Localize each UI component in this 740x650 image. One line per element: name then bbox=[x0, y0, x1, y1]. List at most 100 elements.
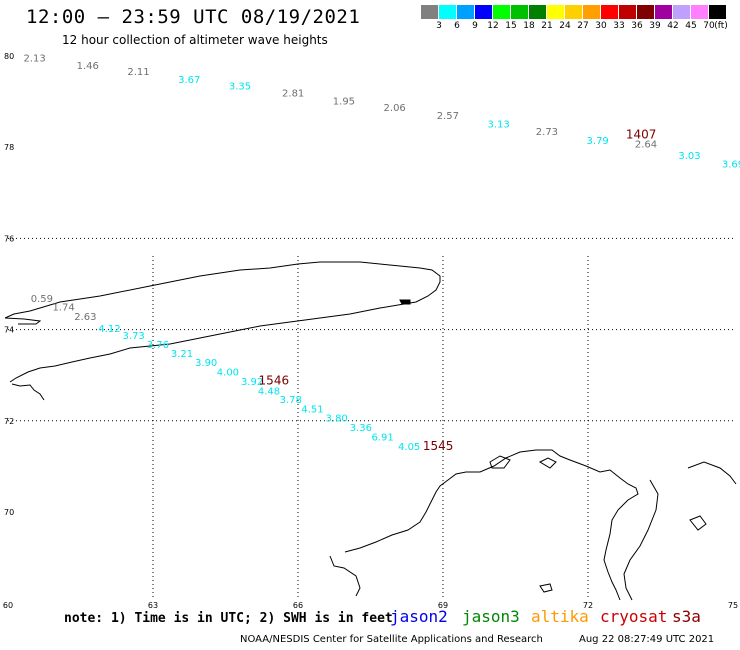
gydan-coast bbox=[687, 461, 737, 485]
scale-swatch bbox=[709, 5, 727, 19]
scale-swatch bbox=[673, 5, 691, 19]
wave-height-value: 3.35 bbox=[229, 81, 251, 92]
wave-height-value: 3.90 bbox=[195, 358, 217, 369]
wave-height-value: 2.11 bbox=[127, 67, 149, 78]
scale-label: 15 bbox=[505, 21, 517, 31]
wave-height-value: 2.57 bbox=[437, 111, 459, 122]
scale-swatch bbox=[601, 5, 619, 19]
scale-unit: (ft) bbox=[714, 21, 728, 31]
credit-text: NOAA/NESDIS Center for Satellite Applica… bbox=[240, 634, 543, 645]
wave-height-value: 3.73 bbox=[123, 331, 145, 342]
wave-height-value: 3.78 bbox=[280, 395, 302, 406]
scale-swatch bbox=[619, 5, 637, 19]
novaya-zemlya-inner-coast bbox=[4, 317, 42, 325]
novaya-zemlya-south-coast bbox=[11, 383, 45, 401]
scale-label: 6 bbox=[454, 21, 460, 31]
pass-time-label: 1546 bbox=[259, 373, 290, 387]
scale-swatch bbox=[493, 5, 511, 19]
wave-height-value: 0.59 bbox=[31, 294, 53, 305]
satellite-s3a: s3a bbox=[672, 607, 701, 626]
wave-height-value: 2.63 bbox=[74, 312, 96, 323]
island-2 bbox=[538, 457, 557, 469]
observation-layer: 2.13 1.46 2.11 3.67 3.35 2.81 1.95 2.06 2.57 3.13… bbox=[23, 53, 740, 453]
graticule bbox=[8, 237, 735, 600]
lon-label: 66 bbox=[293, 601, 303, 610]
novaya-zemlya-north-coast bbox=[4, 261, 441, 383]
wave-height-value: 3.21 bbox=[171, 349, 193, 360]
wave-height-value: 3.76 bbox=[147, 340, 169, 351]
scale-swatch bbox=[547, 5, 565, 19]
scale-swatch bbox=[529, 5, 547, 19]
scale-label: 9 bbox=[472, 21, 478, 31]
lat-label: 72 bbox=[4, 417, 14, 426]
satellite-jason3: jason3 bbox=[462, 607, 520, 626]
scale-swatch bbox=[691, 5, 709, 19]
wave-height-value: 1.74 bbox=[52, 302, 74, 313]
satellite-jason2: jason2 bbox=[390, 607, 448, 626]
island-4 bbox=[689, 515, 707, 531]
scale-label: 45 bbox=[685, 21, 697, 31]
wave-height-value: 1.46 bbox=[77, 61, 99, 72]
lon-label: 63 bbox=[148, 601, 158, 610]
scale-label: 39 bbox=[649, 21, 661, 31]
lat-label: 70 bbox=[4, 508, 14, 517]
pass-time-label: 1545 bbox=[423, 439, 454, 453]
scale-swatch bbox=[457, 5, 475, 19]
wave-height-value: 4.05 bbox=[398, 442, 420, 453]
scale-label: 70 bbox=[703, 21, 715, 31]
scale-swatch bbox=[583, 5, 601, 19]
scale-swatch bbox=[439, 5, 457, 19]
wave-height-value: 3.69 bbox=[722, 159, 740, 170]
scale-swatch bbox=[637, 5, 655, 19]
scale-label: 24 bbox=[559, 21, 571, 31]
lon-label: 72 bbox=[583, 601, 593, 610]
lat-label: 80 bbox=[4, 52, 14, 61]
lon-label: 75 bbox=[728, 601, 738, 610]
wave-height-value: 3.92 bbox=[241, 377, 263, 388]
scale-label: 18 bbox=[523, 21, 535, 31]
pass-time-label: 1407 bbox=[626, 128, 657, 142]
scale-swatch bbox=[421, 5, 439, 19]
scale-swatch bbox=[655, 5, 673, 19]
lat-label: 78 bbox=[4, 143, 14, 152]
lat-label: 76 bbox=[4, 234, 14, 243]
island-3 bbox=[399, 299, 411, 305]
coastline bbox=[4, 261, 737, 601]
wave-height-value: 4.51 bbox=[301, 405, 323, 416]
wave-height-value: 4.00 bbox=[217, 368, 239, 379]
wave-height-value: 2.64 bbox=[635, 140, 657, 151]
scale-label: 42 bbox=[667, 21, 679, 31]
scale-label: 27 bbox=[577, 21, 589, 31]
satellite-altika: altika bbox=[531, 607, 589, 626]
scale-label: 30 bbox=[595, 21, 607, 31]
scale-swatch bbox=[511, 5, 529, 19]
scale-label: 3 bbox=[436, 21, 442, 31]
axis-labels: 80 78 76 74 72 70 60 63 66 69 72 75 bbox=[3, 52, 738, 610]
timestamp: Aug 22 08:27:49 UTC 2021 bbox=[579, 634, 715, 645]
scale-label: 33 bbox=[613, 21, 625, 31]
wave-height-value: 3.80 bbox=[326, 414, 348, 425]
scale-swatch bbox=[475, 5, 493, 19]
wave-height-value: 6.91 bbox=[371, 432, 393, 443]
island-5 bbox=[539, 583, 553, 593]
satellite-cryosat: cryosat bbox=[600, 607, 668, 626]
wave-height-value: 1.95 bbox=[333, 96, 355, 107]
lon-label: 60 bbox=[3, 601, 13, 610]
wave-height-value: 3.13 bbox=[487, 120, 509, 131]
wave-height-value: 3.36 bbox=[350, 423, 372, 434]
wave-height-value: 4.12 bbox=[98, 324, 120, 335]
wave-height-value: 3.67 bbox=[178, 75, 200, 86]
pass-layer: 1407 1546 1545 bbox=[259, 128, 657, 453]
wave-height-value: 3.03 bbox=[678, 151, 700, 162]
scale-label: 21 bbox=[541, 21, 553, 31]
color-scale bbox=[421, 5, 727, 19]
wave-height-value: 3.79 bbox=[587, 136, 609, 147]
scale-label: 36 bbox=[631, 21, 643, 31]
island-1 bbox=[489, 455, 511, 469]
wave-height-value: 2.13 bbox=[23, 53, 45, 64]
map-subtitle: 12 hour collection of altimeter wave hei… bbox=[62, 33, 328, 47]
south-coast bbox=[329, 555, 361, 597]
footer-note: note: 1) Time is in UTC; 2) SWH is in fe… bbox=[64, 611, 393, 626]
scale-label: 12 bbox=[487, 21, 499, 31]
